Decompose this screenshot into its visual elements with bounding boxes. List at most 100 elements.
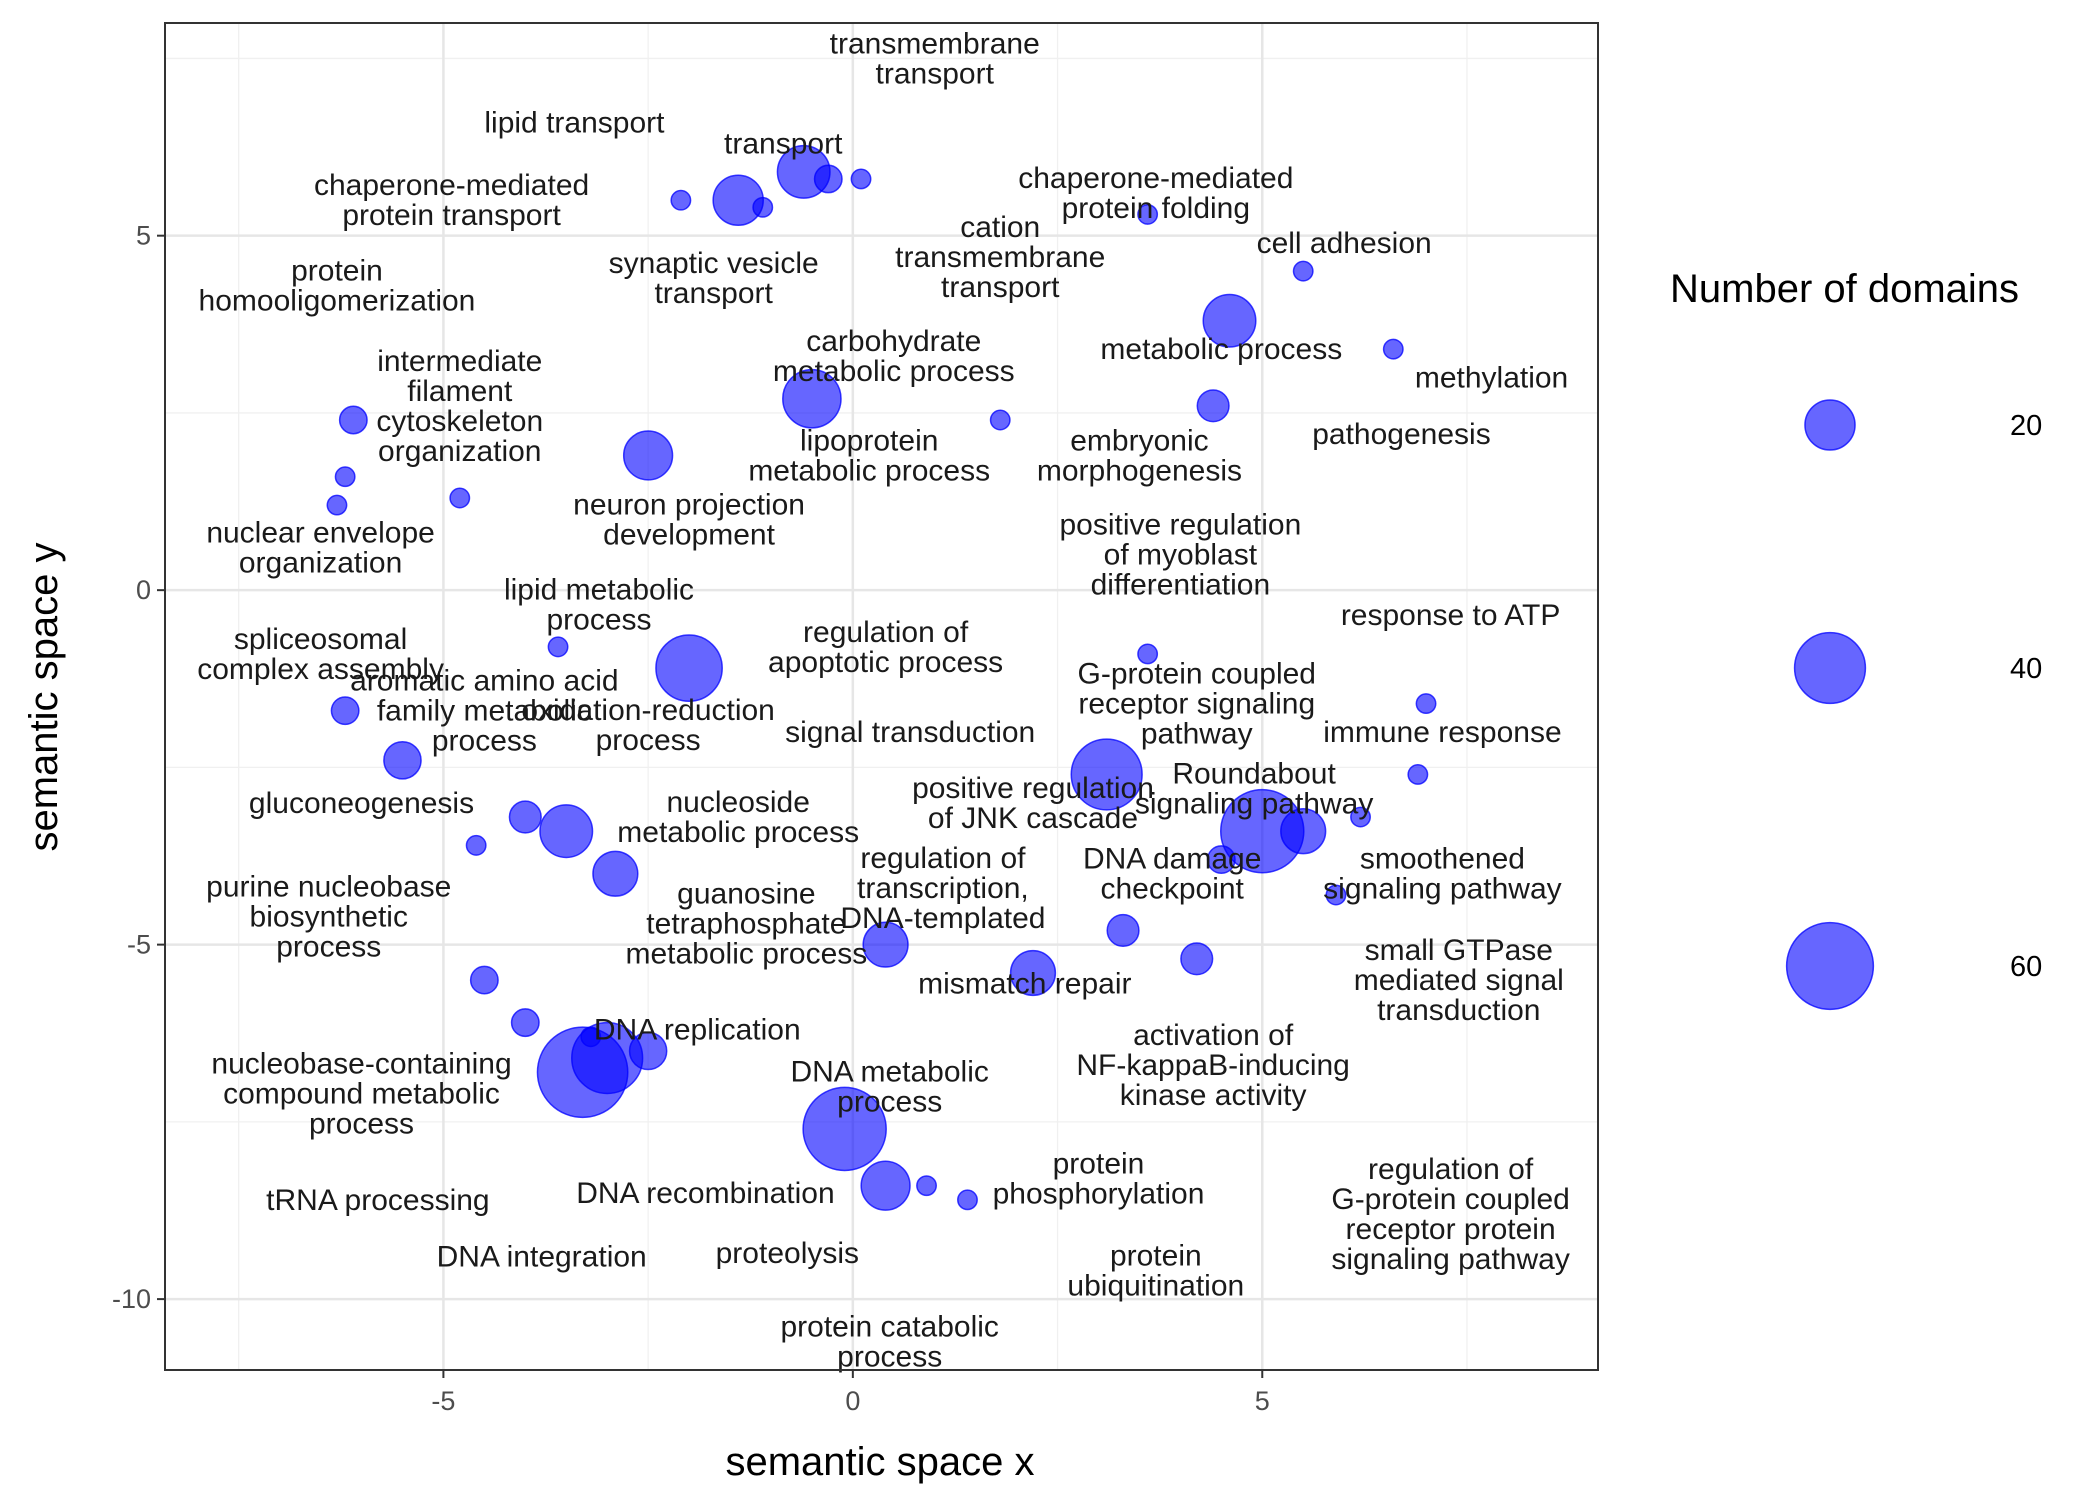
bubble: [813, 164, 843, 194]
point-label: activation of NF-kappaB-inducing kinase ac…: [1076, 1019, 1349, 1112]
bubble: [655, 634, 723, 703]
point-label: protein ubiquitination: [1067, 1240, 1244, 1303]
point-label: protein catabolic process: [780, 1311, 998, 1374]
y-tick-label: -5: [127, 930, 151, 960]
bubble: [802, 1086, 887, 1172]
legend-key-label: 40: [2010, 653, 2042, 685]
point-label: spliceosomal complex assembly: [197, 623, 444, 686]
bubble: [862, 921, 909, 968]
bubble: [1292, 260, 1314, 282]
bubble: [860, 1160, 911, 1211]
bubble: [469, 965, 499, 995]
bubble: [752, 196, 774, 218]
point-label: lipid metabolic process: [504, 573, 694, 636]
point-label: nuclear envelope organization: [206, 517, 435, 580]
bubble: [1415, 693, 1437, 715]
bubble: [547, 636, 569, 658]
y-tick-label: 5: [136, 221, 151, 251]
axis-ticks: -5 0 5 5 0 -5 -10: [112, 221, 1270, 1416]
point-label: smoothened signaling pathway: [1323, 843, 1562, 906]
x-axis-title: semantic space x: [725, 1440, 1034, 1484]
bubble: [334, 466, 356, 488]
bubble: [782, 368, 842, 429]
bubble: [1325, 884, 1347, 906]
point-label: cell adhesion: [1257, 227, 1432, 260]
bubble: [957, 1189, 978, 1211]
point-label: transport: [724, 128, 843, 161]
bubble: [916, 1175, 937, 1197]
point-label: immune response: [1323, 716, 1561, 749]
bubble: [510, 1008, 540, 1038]
bubble: [1382, 338, 1404, 360]
bubble: [1137, 203, 1159, 225]
x-tick-label: 5: [1255, 1386, 1270, 1416]
point-label: DNA damage checkpoint: [1083, 843, 1261, 906]
bubbles: [326, 144, 1437, 1211]
bubble: [1206, 845, 1236, 875]
bubble: [330, 696, 360, 726]
point-label: pathogenesis: [1312, 418, 1490, 451]
legend-title: Number of domains: [1670, 267, 2019, 311]
point-label: chaperone-mediated protein folding: [1018, 162, 1293, 225]
point-label: positive regulation of JNK cascade: [912, 772, 1154, 835]
bubble: [1202, 293, 1257, 348]
point-label: positive regulation of myoblast differenti…: [1059, 509, 1301, 602]
legend-key-bubble: [1793, 631, 1867, 705]
point-label: Roundabout signaling pathway: [1135, 758, 1374, 821]
legend-key-bubble: [1804, 399, 1856, 451]
bubble: [580, 1026, 602, 1048]
bubble: [465, 834, 487, 856]
bubble: [1407, 764, 1429, 785]
bubble: [539, 804, 594, 859]
point-label: methylation: [1415, 361, 1568, 394]
bubble: [850, 168, 872, 190]
point-label: DNA integration: [437, 1241, 647, 1274]
x-tick-label: 0: [845, 1386, 860, 1416]
x-tick-label: -5: [431, 1386, 455, 1416]
point-label: chaperone-mediated protein transport: [314, 169, 589, 232]
point-label: protein homooligomerization: [199, 254, 476, 317]
point-label: oxidation-reduction process: [521, 694, 775, 757]
plot-border: [164, 22, 1599, 1371]
point-label: DNA metabolic process: [790, 1055, 988, 1118]
bubble: [338, 405, 368, 435]
point-label: nucleoside metabolic process: [617, 786, 859, 849]
bubble: [1180, 942, 1214, 976]
point-label: DNA replication: [594, 1014, 801, 1047]
bubble: [1280, 808, 1327, 855]
point-label: transmembrane transport: [830, 27, 1040, 90]
point-label: purine nucleobase biosynthetic process: [206, 870, 451, 963]
y-tick-label: -10: [112, 1284, 151, 1314]
point-label: metabolic process: [1100, 333, 1342, 366]
legend-key-label: 20: [2010, 410, 2042, 442]
point-label: intermediate filament cytoskeleton organiza…: [376, 345, 543, 468]
point-label: neuron projection development: [573, 488, 805, 551]
point-label: lipoprotein metabolic process: [748, 424, 990, 487]
point-label: DNA recombination: [576, 1177, 834, 1210]
point-label: protein phosphorylation: [993, 1148, 1205, 1211]
bubble: [1009, 949, 1057, 997]
point-label: mismatch repair: [918, 968, 1131, 1001]
bubble: [670, 189, 692, 211]
y-tick-label: 0: [136, 575, 151, 605]
bubble: [1070, 738, 1143, 811]
point-label: guanosine tetraphosphate metabolic process: [625, 877, 867, 970]
bubble: [383, 740, 422, 780]
point-label: embryonic morphogenesis: [1037, 424, 1242, 487]
point-label: small GTPase mediated signal transduction: [1354, 934, 1564, 1027]
legend-key-bubble: [1785, 921, 1875, 1011]
legend-key-label: 60: [2010, 951, 2042, 983]
point-label: response to ATP: [1341, 599, 1561, 632]
point-label: gluconeogenesis: [249, 787, 474, 820]
point-label: lipid transport: [484, 106, 665, 139]
bubble: [1106, 913, 1140, 948]
point-label: regulation of apoptotic process: [768, 616, 1003, 679]
point-label: signal transduction: [785, 716, 1035, 749]
bubble: [1196, 389, 1230, 423]
point-label: synaptic vesicle transport: [609, 247, 819, 310]
point-label: carbohydrate metabolic process: [773, 325, 1015, 388]
bubble: [1137, 643, 1159, 665]
bubble: [989, 409, 1011, 431]
bubble: [628, 1031, 668, 1071]
